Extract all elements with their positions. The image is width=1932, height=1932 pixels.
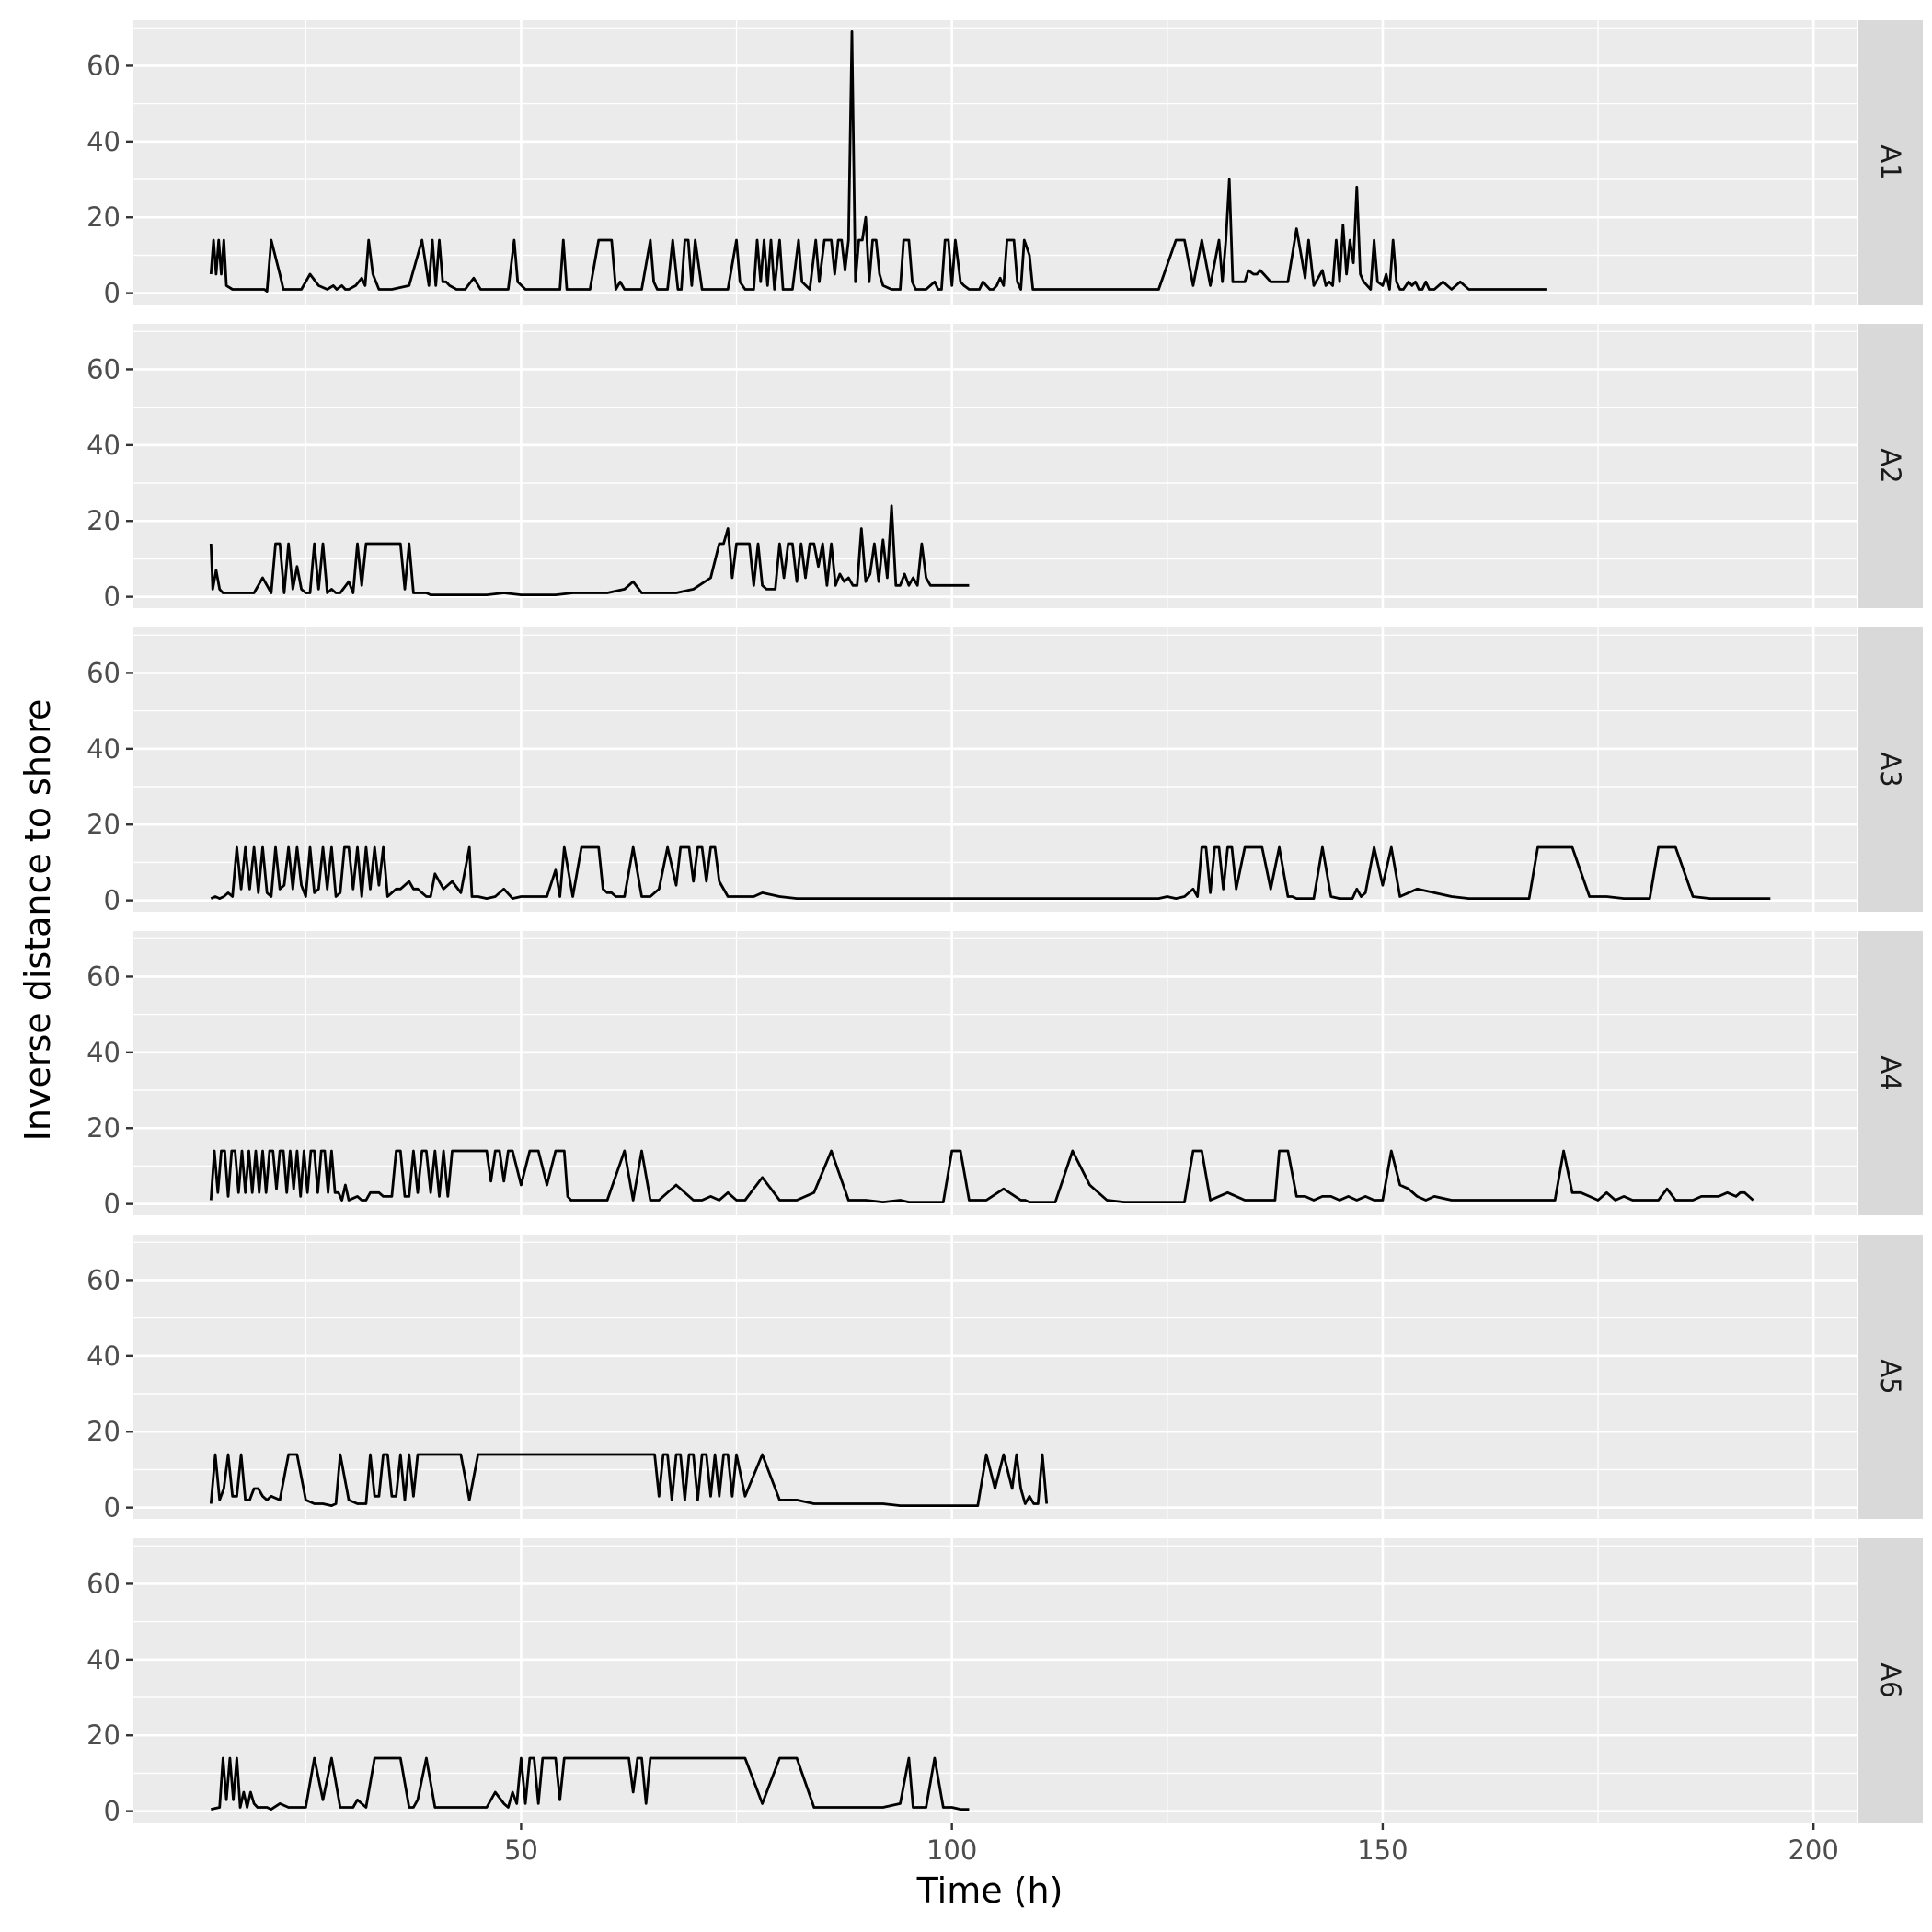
- y-tick-label: 40: [86, 126, 121, 157]
- x-tick-label: 150: [1357, 1834, 1408, 1866]
- y-tick-label: 0: [104, 885, 121, 916]
- y-tick-label: 20: [86, 505, 121, 536]
- facet-strip-label: A5: [1875, 1359, 1906, 1394]
- facet-panel-a4: 0 20 40 60 A4: [86, 931, 1923, 1220]
- x-axis-title: Time (h): [916, 1870, 1064, 1911]
- facet-panel-a1: 0 20 40 60 A1: [86, 20, 1923, 309]
- facet-strip: [1858, 324, 1923, 608]
- y-tick-label: 60: [86, 960, 121, 992]
- series-line-a5: [209, 1453, 1049, 1507]
- y-tick-label: 20: [86, 1719, 121, 1751]
- y-tick-label: 20: [86, 201, 121, 233]
- facet-strip: [1858, 931, 1923, 1215]
- y-tick-label: 40: [86, 1340, 121, 1372]
- y-tick-label: 60: [86, 657, 121, 688]
- y-tick-label: 0: [104, 1189, 121, 1220]
- series-line-a4: [209, 1149, 1754, 1203]
- x-axis: 50 100 150 200: [504, 1823, 1839, 1866]
- facet-strip-label: A2: [1875, 448, 1906, 483]
- facet-strip: [1858, 1235, 1923, 1519]
- facet-panel-a2: 0 20 40 60 A2: [86, 324, 1923, 613]
- y-tick-label: 60: [86, 1568, 121, 1599]
- panel-background: [133, 324, 1857, 608]
- facet-strip: [1858, 20, 1923, 305]
- y-tick-label: 0: [104, 278, 121, 309]
- panel-background: [133, 20, 1857, 305]
- facet-panel-a5: 0 20 40 60 A5: [86, 1235, 1923, 1524]
- y-tick-label: 40: [86, 1644, 121, 1675]
- facet-strip-label: A4: [1875, 1055, 1906, 1090]
- x-tick-label: 100: [926, 1834, 977, 1866]
- facet-strip: [1858, 1538, 1923, 1823]
- y-tick-label: 40: [86, 733, 121, 765]
- facet-strip-label: A1: [1875, 144, 1906, 179]
- x-tick-label: 50: [504, 1834, 538, 1866]
- y-tick-label: 0: [104, 1492, 121, 1524]
- y-tick-label: 60: [86, 1264, 121, 1295]
- y-tick-label: 20: [86, 1416, 121, 1447]
- facet-panel-a3: 0 20 40 60 A3: [86, 627, 1923, 916]
- panel-background: [133, 1538, 1857, 1823]
- facet-strip-label: A6: [1875, 1662, 1906, 1697]
- y-axis-title: Inverse distance to shore: [17, 699, 58, 1142]
- y-tick-label: 20: [86, 809, 121, 840]
- y-tick-label: 0: [104, 1796, 121, 1827]
- series-line-a6: [210, 1756, 970, 1811]
- series-line-a2: [209, 504, 970, 596]
- series-line-a3: [210, 845, 1771, 900]
- facet-strip: [1858, 627, 1923, 912]
- panel-background: [133, 1235, 1857, 1519]
- x-tick-label: 200: [1788, 1834, 1838, 1866]
- y-tick-label: 60: [86, 50, 121, 81]
- facet-panel-a6: 0 20 40 60 A6: [86, 1538, 1923, 1827]
- y-tick-label: 60: [86, 353, 121, 385]
- y-tick-label: 40: [86, 430, 121, 461]
- facet-panels: 0 20 40 60 A1 0 20 40 60 A2 0 20 40 60 A3 0 20 40 60 A4 0 20 4…: [86, 20, 1923, 1827]
- facet-strip-label: A3: [1875, 752, 1906, 787]
- y-tick-label: 40: [86, 1037, 121, 1068]
- y-tick-label: 0: [104, 581, 121, 613]
- panel-background: [133, 627, 1857, 912]
- y-tick-label: 20: [86, 1112, 121, 1144]
- series-line-a1: [209, 30, 1547, 293]
